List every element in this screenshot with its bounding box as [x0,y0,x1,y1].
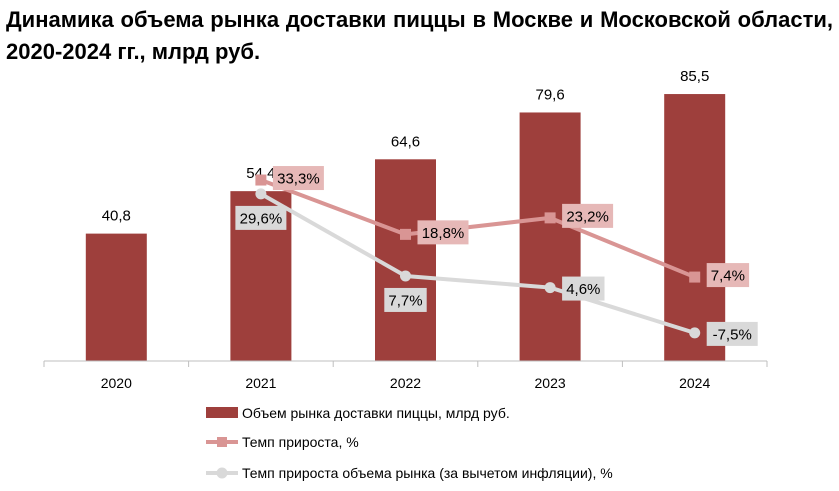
bar-label-2024: 85,5 [680,68,709,85]
growth-label-2023: 23,2% [566,208,609,225]
bar-2024 [664,94,726,362]
bar-label-2022: 64,6 [391,133,420,150]
bar-label-2021: 54,4 [246,165,275,182]
legend-swatch-bars [206,407,238,418]
legend-swatch-growth-marker [217,437,227,447]
chart-title: Динамика объема рынка доставки пиццы в М… [6,7,833,64]
real-growth-label-2021: 29,6% [240,210,283,227]
marker-growth-2023 [544,212,556,224]
legend-swatch-real-marker [216,467,228,479]
bar-2020 [85,233,147,361]
real-growth-label-2022-box [384,287,427,312]
bar-label-2020: 40,8 [102,208,131,225]
growth-label-2023-box [562,203,614,228]
line-growth [260,178,696,279]
growth-label-2021-box [272,166,324,191]
legend-label-growth: Темп прироста, % [242,434,359,450]
real-growth-label-2022: 7,7% [388,292,422,309]
marker-growth-2021 [255,174,267,186]
marker-growth-2024 [689,271,701,283]
x-tick-label-2023: 2023 [535,375,566,391]
x-tick-label-2024: 2024 [679,375,710,391]
marker-growth-2022 [400,228,411,240]
growth-label-2021: 33,3% [277,171,320,188]
bar-label-2023: 79,6 [535,86,564,103]
line-real-growth [259,192,696,335]
marker-real-growth-2021 [255,188,267,200]
real-growth-label-2023: 4,6% [566,281,600,298]
growth-label-2022: 18,8% [422,225,465,242]
real-growth-label-2024: -7,5% [713,326,752,343]
marker-real-growth-2024 [689,327,701,339]
legend-label-bars: Объем рынка доставки пиццы, млрд руб. [242,405,510,421]
growth-label-2024-box [706,263,750,288]
x-tick-label-2022: 2022 [390,375,421,391]
x-tick-label-2021: 2021 [245,375,276,391]
real-growth-label-2024-box [706,321,758,346]
bar-2022 [375,159,436,361]
real-growth-label-2021-box [235,205,287,230]
marker-real-growth-2022 [400,270,411,282]
bar-2023 [519,112,581,362]
growth-label-2024: 7,4% [711,268,745,285]
growth-label-2022-box [417,220,469,245]
marker-real-growth-2023 [544,282,556,294]
x-tick-label-2020: 2020 [101,375,132,391]
legend-label-real-growth: Темп прироста объема рынка (за вычетом и… [242,465,613,481]
real-growth-label-2023-box [562,276,605,301]
